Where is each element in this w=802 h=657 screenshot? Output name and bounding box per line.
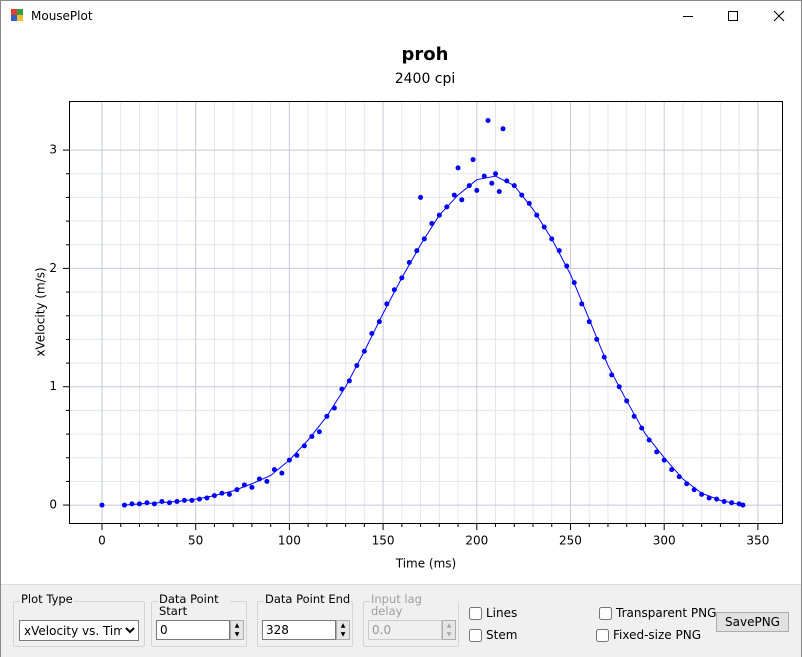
checkbox-label: Fixed-size PNG: [613, 628, 702, 642]
plot-type-group: Plot Type xVelocity vs. Time: [13, 593, 145, 647]
data-point: [316, 429, 322, 435]
control-panel: Plot Type xVelocity vs. Time Data Point …: [1, 584, 801, 657]
chart: proh 2400 cpi Time (ms) xVelocity (m/s) …: [34, 44, 783, 571]
end-group: Data Point End ▲▼: [257, 593, 353, 647]
data-point: [496, 189, 502, 195]
data-point: [609, 372, 615, 378]
app-icon: [17, 9, 23, 15]
end-input[interactable]: [262, 620, 336, 640]
y-tick-label: 1: [49, 379, 57, 393]
data-point: [264, 478, 270, 484]
x-tick-label: 350: [746, 534, 769, 548]
start-input[interactable]: [156, 620, 230, 640]
data-point: [481, 173, 487, 179]
plot-type-select[interactable]: xVelocity vs. Time: [19, 620, 139, 641]
data-point: [391, 287, 397, 293]
x-tick-label: 50: [188, 534, 203, 548]
data-point: [676, 474, 682, 480]
save-png-button[interactable]: SavePNG: [716, 612, 789, 632]
data-point: [489, 180, 495, 186]
lag-group: Input lag delay ▲▼: [363, 593, 459, 647]
data-point: [144, 500, 150, 506]
data-point: [500, 126, 506, 132]
app-icon: [17, 15, 23, 21]
checkbox[interactable]: Transparent PNG: [599, 606, 716, 620]
y-tick-label: 2: [49, 261, 57, 275]
checkbox[interactable]: Stem: [469, 628, 517, 642]
y-tick-label: 3: [49, 143, 57, 157]
checkbox[interactable]: Fixed-size PNG: [596, 628, 701, 642]
start-group: Data Point Start ▲▼: [151, 593, 247, 647]
data-point: [485, 118, 491, 124]
x-tick-label: 300: [653, 534, 676, 548]
checkbox-input[interactable]: [469, 628, 482, 642]
y-tick-label: 0: [49, 498, 57, 512]
data-point: [159, 499, 165, 505]
data-point: [631, 413, 637, 419]
group-label: Data Point Start: [158, 593, 230, 617]
data-point: [166, 500, 172, 506]
maximize-button[interactable]: [728, 11, 738, 21]
data-point: [459, 197, 465, 203]
data-point: [384, 301, 390, 307]
x-tick-label: 100: [278, 534, 301, 548]
x-tick-label: 150: [372, 534, 395, 548]
chart-title: proh: [402, 44, 449, 65]
spinner: ▲ ▼: [442, 620, 456, 640]
x-tick-label: 0: [98, 534, 106, 548]
data-point: [526, 200, 532, 206]
data-point: [151, 501, 157, 507]
data-point: [455, 165, 461, 171]
data-point: [99, 502, 105, 508]
data-point: [418, 194, 424, 200]
chart-subtitle: 2400 cpi: [395, 71, 456, 87]
group-label: Data Point End: [264, 592, 352, 606]
checkbox-input[interactable]: [469, 606, 482, 620]
plot-frame: [69, 101, 783, 524]
x-tick-label: 200: [465, 534, 488, 548]
title-bar: MousePlot: [1, 1, 801, 31]
checkbox-label: Lines: [486, 606, 518, 620]
lag-input[interactable]: [368, 620, 442, 640]
spinner[interactable]: ▲ ▼: [230, 620, 244, 640]
app-icon: [11, 15, 17, 21]
data-point: [226, 491, 232, 497]
group-label: Plot Type: [20, 592, 74, 606]
data-point: [493, 171, 499, 177]
window-title: MousePlot: [31, 9, 93, 23]
spinner[interactable]: ▲ ▼: [336, 620, 350, 640]
data-point: [309, 433, 315, 439]
data-point: [249, 484, 255, 490]
data-point: [646, 437, 652, 443]
checkbox-label: Stem: [486, 628, 518, 642]
data-point: [406, 260, 412, 266]
group-label: Input lag delay: [370, 593, 458, 617]
data-point: [470, 157, 476, 163]
checkbox-input[interactable]: [599, 606, 612, 620]
data-point: [699, 491, 705, 497]
data-point: [556, 248, 562, 254]
title-bar-icons: [11, 9, 785, 22]
x-tick-label: 250: [559, 534, 582, 548]
checkbox[interactable]: Lines: [469, 606, 517, 620]
x-axis-label: Time (ms): [395, 557, 457, 571]
app-icon: [11, 9, 17, 15]
data-point: [279, 470, 285, 476]
fit-line: [124, 175, 743, 506]
checkbox-label: Transparent PNG: [616, 606, 717, 620]
close-button[interactable]: [773, 10, 785, 22]
checkbox-input[interactable]: [596, 628, 609, 642]
data-point: [129, 501, 135, 507]
data-point: [474, 187, 480, 193]
y-axis-label: xVelocity (m/s): [34, 267, 48, 356]
data-point: [369, 331, 375, 337]
data-point: [451, 192, 457, 198]
